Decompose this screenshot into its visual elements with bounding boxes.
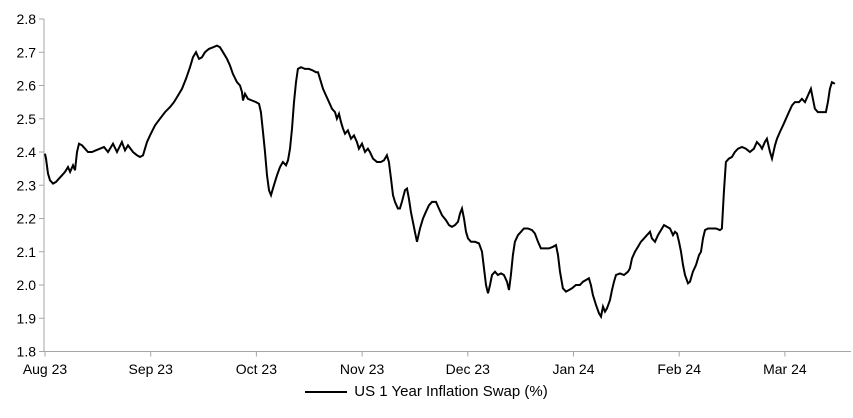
x-tick-label: Sep 23 [129, 361, 174, 377]
x-tick-label: Aug 23 [23, 361, 68, 377]
y-tick-label: 1.8 [17, 344, 37, 360]
y-tick-label: 2.4 [17, 144, 37, 160]
y-tick-label: 1.9 [17, 310, 37, 326]
x-tick-label: Feb 24 [657, 361, 701, 377]
y-tick-label: 2.0 [17, 277, 37, 293]
y-tick-label: 2.3 [17, 177, 37, 193]
y-tick-label: 2.8 [17, 11, 37, 27]
x-tick-label: Nov 23 [340, 361, 385, 377]
x-tick-label: Mar 24 [763, 361, 807, 377]
series-line [44, 44, 836, 320]
legend-label: US 1 Year Inflation Swap (%) [354, 383, 548, 400]
y-tick-label: 2.2 [17, 211, 37, 227]
legend-line-swatch [305, 391, 348, 393]
x-tick-label: Dec 23 [446, 361, 491, 377]
x-tick-label: Jan 24 [552, 361, 594, 377]
y-tick-label: 2.7 [17, 44, 37, 60]
y-tick-label: 2.5 [17, 111, 37, 127]
y-tick-label: 2.1 [17, 244, 37, 260]
y-tick-label: 2.6 [17, 78, 37, 94]
legend: US 1 Year Inflation Swap (%) [0, 382, 853, 402]
x-tick-label: Oct 23 [236, 361, 277, 377]
